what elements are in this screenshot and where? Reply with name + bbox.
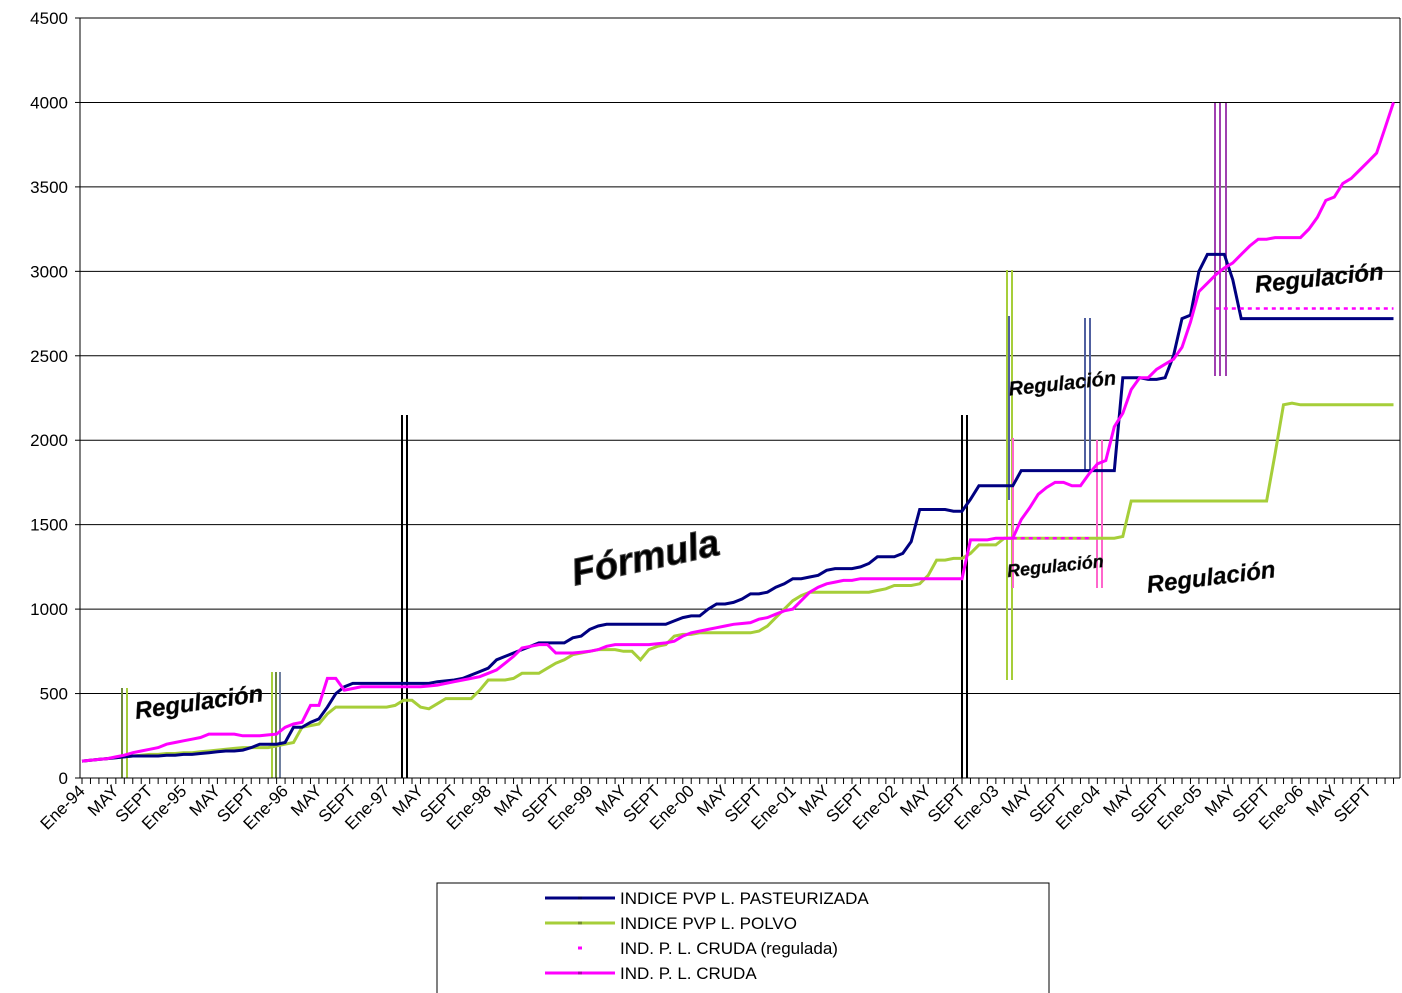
y-tick-label: 0: [59, 769, 68, 788]
annotation: Regulación: [1006, 551, 1105, 581]
annotation: Regulación: [1253, 258, 1384, 298]
y-tick-label: 1000: [30, 600, 68, 619]
annotation: Fórmula: [568, 522, 723, 594]
series-line: [81, 101, 1395, 763]
legend-label: IND. P. L. CRUDA: [620, 964, 757, 983]
legend-box: [436, 882, 1050, 993]
legend-label: INDICE PVP L. PASTEURIZADA: [620, 889, 869, 908]
annotation: Regulación: [1145, 556, 1277, 599]
x-tick-label: SEPT: [1330, 781, 1375, 826]
annotation: Regulación: [1008, 367, 1118, 400]
legend-swatch: [578, 946, 582, 950]
legend-label: IND. P. L. CRUDA (regulada): [620, 939, 838, 958]
y-tick-label: 2500: [30, 347, 68, 366]
y-tick-label: 4000: [30, 93, 68, 112]
x-tick-label: Ene-94: [37, 781, 89, 833]
legend-marker: [578, 921, 582, 925]
y-tick-label: 2000: [30, 431, 68, 450]
y-tick-label: 4500: [30, 9, 68, 28]
y-tick-label: 3500: [30, 178, 68, 197]
series-line: [81, 401, 1394, 763]
series-line: [81, 252, 1394, 763]
y-tick-label: 1500: [30, 516, 68, 535]
y-tick-label: 3000: [30, 262, 68, 281]
annotation: Regulación: [133, 680, 265, 725]
regulation-markers: [121, 103, 1227, 778]
legend-marker: [578, 896, 582, 900]
y-tick-label: 500: [40, 685, 68, 704]
legend-label: INDICE PVP L. POLVO: [620, 914, 797, 933]
legend-marker: [578, 971, 582, 975]
